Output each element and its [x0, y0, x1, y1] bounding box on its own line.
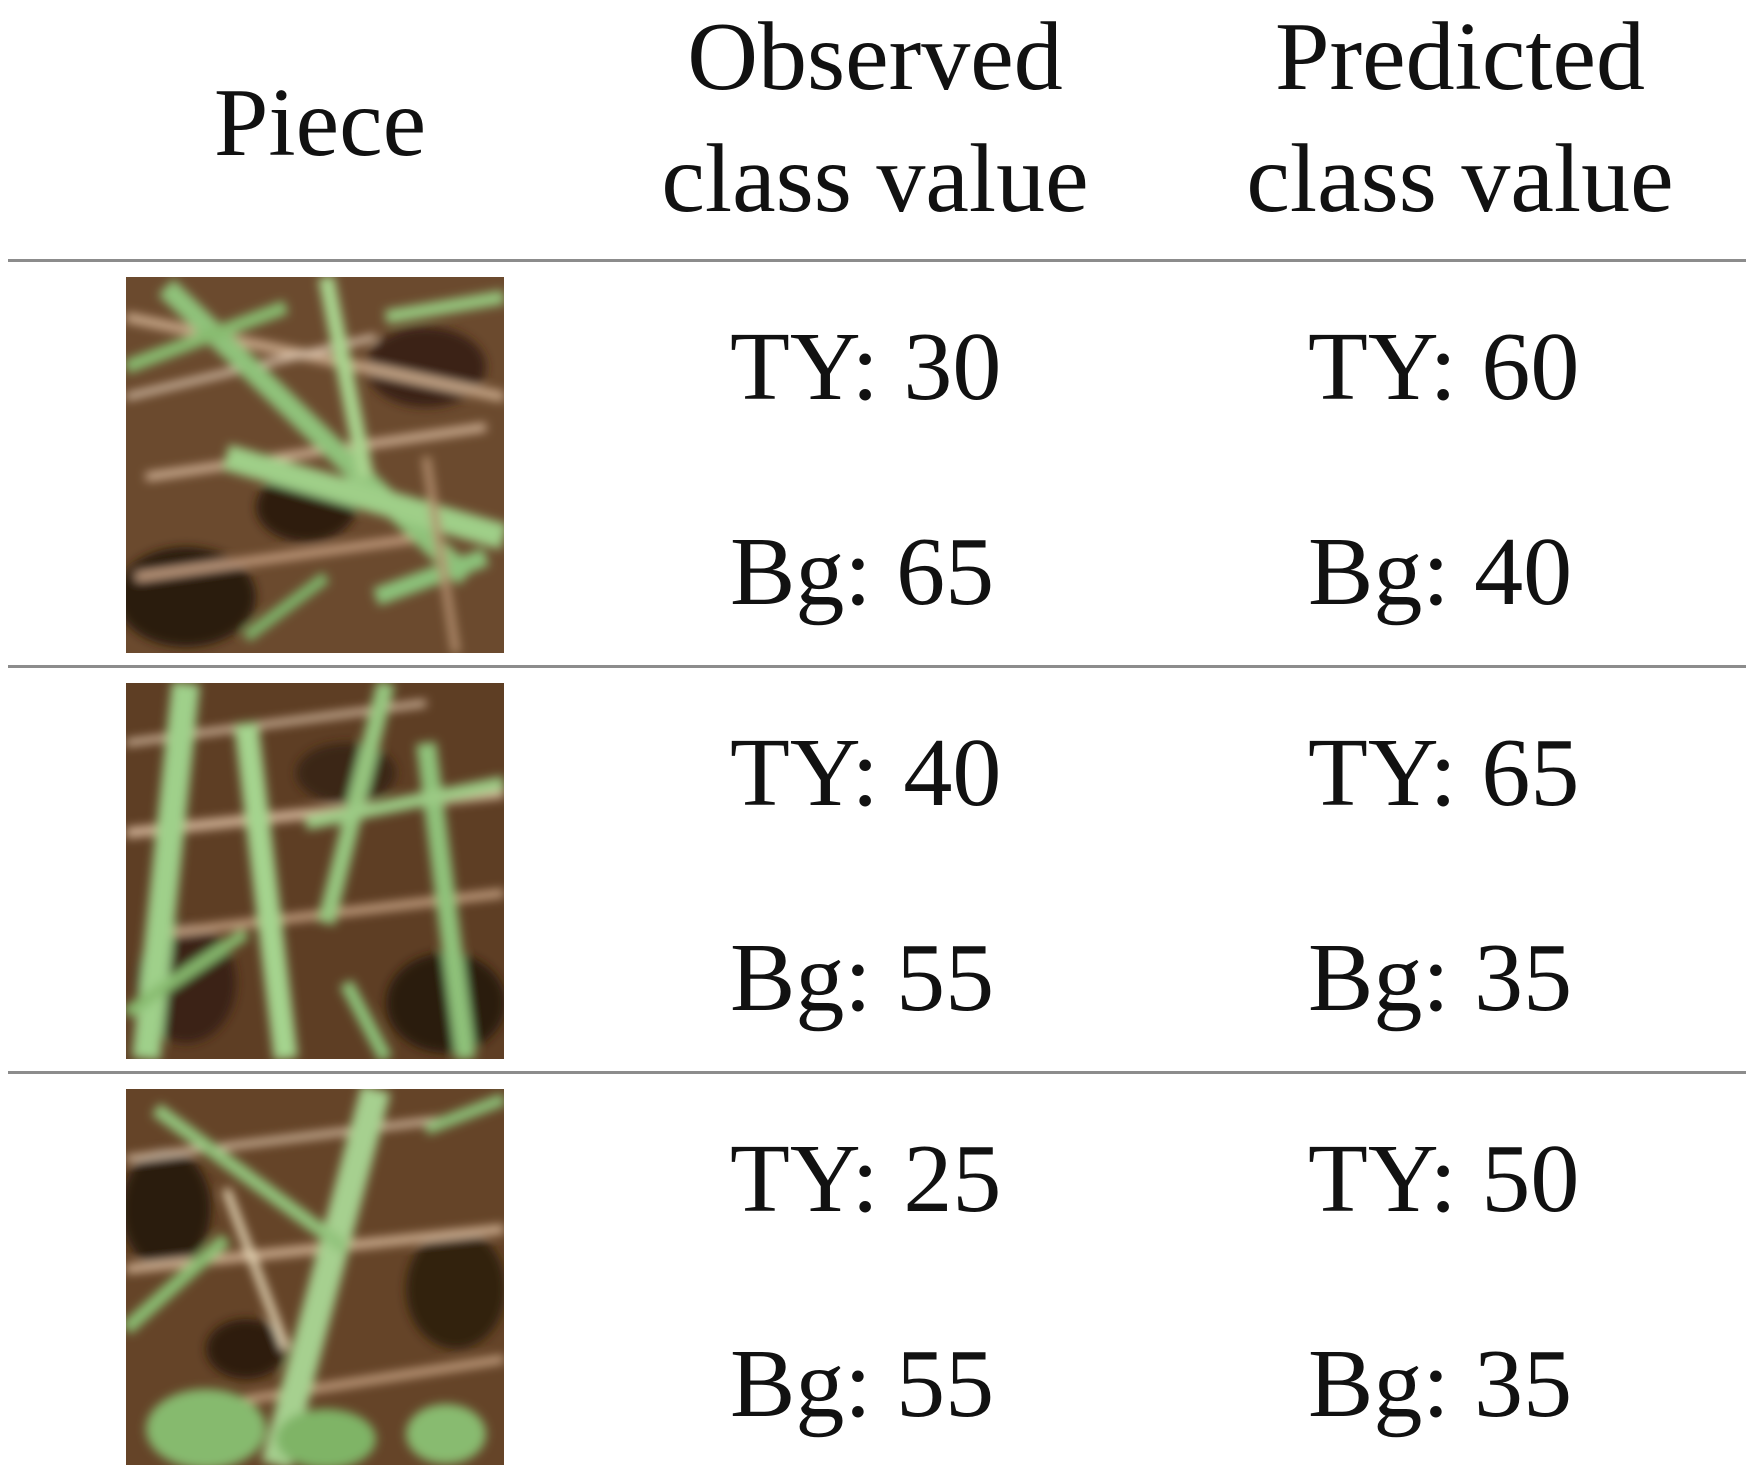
- header-divider: [8, 259, 1746, 262]
- predicted-bg-value: Bg: 40: [1308, 518, 1573, 626]
- header-observed-line1: Observed: [687, 3, 1063, 111]
- header-piece-label: Piece: [213, 69, 427, 177]
- grass-piece-graphic: [126, 1089, 504, 1465]
- grass-piece-image: [126, 277, 504, 653]
- row-divider: [8, 665, 1746, 668]
- table-row: TY: 25 Bg: 55 TY: 50 Bg: 35: [0, 1074, 1750, 1480]
- grass-piece-image: [126, 1089, 504, 1465]
- header-predicted: Predicted class value: [1170, 0, 1750, 240]
- grass-piece-image: [126, 683, 504, 1059]
- table-row: TY: 40 Bg: 55 TY: 65 Bg: 35: [0, 668, 1750, 1074]
- table-row: TY: 30 Bg: 65 TY: 60 Bg: 40: [0, 262, 1750, 668]
- observed-bg-value: Bg: 55: [730, 1330, 995, 1438]
- observed-bg-value: Bg: 55: [730, 924, 995, 1032]
- header-predicted-line2: class value: [1246, 125, 1674, 233]
- header-observed-line2: class value: [661, 125, 1089, 233]
- predicted-ty-value: TY: 60: [1308, 313, 1580, 421]
- predicted-ty-value: TY: 65: [1308, 719, 1580, 827]
- table-header: Piece Observed class value Predicted cla…: [0, 0, 1750, 260]
- observed-ty-value: TY: 30: [730, 313, 1002, 421]
- row-divider: [8, 1071, 1746, 1074]
- predicted-ty-value: TY: 50: [1308, 1125, 1580, 1233]
- observed-ty-value: TY: 40: [730, 719, 1002, 827]
- grass-piece-graphic: [126, 683, 504, 1059]
- header-piece: Piece: [130, 62, 510, 184]
- grass-piece-graphic: [126, 277, 504, 653]
- observed-ty-value: TY: 25: [730, 1125, 1002, 1233]
- predicted-bg-value: Bg: 35: [1308, 924, 1573, 1032]
- observed-bg-value: Bg: 65: [730, 518, 995, 626]
- header-predicted-line1: Predicted: [1274, 3, 1646, 111]
- predicted-bg-value: Bg: 35: [1308, 1330, 1573, 1438]
- header-observed: Observed class value: [605, 0, 1145, 240]
